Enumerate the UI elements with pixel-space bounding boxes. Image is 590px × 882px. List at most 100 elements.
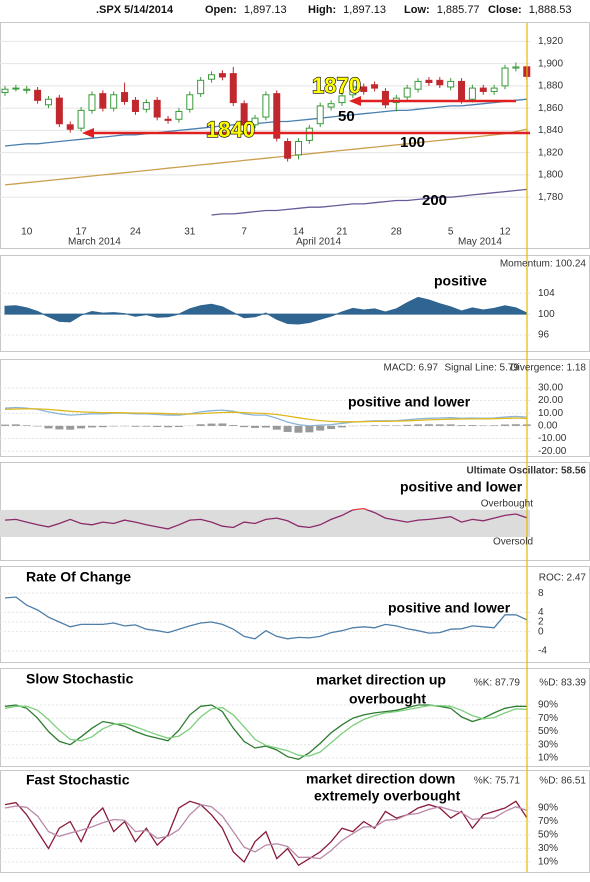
candle-body — [305, 127, 313, 141]
y-tick-label: 70% — [538, 713, 558, 724]
candle-body — [77, 109, 85, 129]
histogram-bar — [131, 425, 140, 427]
candle-body — [110, 94, 118, 109]
histogram-bar — [174, 425, 183, 428]
histogram-bar — [251, 425, 260, 428]
y-tick-label: 90% — [538, 803, 558, 814]
arrow-head — [349, 96, 361, 106]
candle-body — [175, 110, 183, 120]
annotation: market direction up — [316, 672, 446, 688]
candle-body — [316, 105, 324, 125]
candle-body — [479, 87, 487, 92]
candle-body — [142, 102, 150, 110]
candle-body — [66, 124, 74, 130]
candle-body — [55, 97, 63, 125]
candle-body — [44, 98, 52, 106]
ma-label: 50 — [338, 108, 355, 125]
histogram-bar — [305, 425, 314, 433]
y-tick-label: 50% — [538, 726, 558, 737]
macd-frame — [0, 359, 590, 457]
candle-body — [458, 80, 466, 101]
x-tick-label: 28 — [391, 227, 403, 238]
area — [4, 296, 528, 325]
line — [4, 128, 527, 186]
y-tick-label: 96 — [538, 330, 550, 341]
histogram-bar — [370, 425, 379, 426]
candle-body — [186, 94, 194, 110]
candle-body — [251, 117, 259, 126]
legend: %D: 86.51 — [539, 776, 586, 787]
histogram-bar — [66, 425, 75, 430]
level-label: 1870 — [312, 73, 361, 98]
line — [4, 800, 528, 867]
histogram-bar — [261, 425, 270, 428]
x-tick-label: 24 — [130, 227, 142, 238]
panel-title: Slow Stochastic — [26, 671, 134, 687]
annotation: extremely overbought — [314, 788, 461, 804]
histogram-bar — [207, 423, 216, 426]
line — [4, 803, 528, 860]
overbought-label: Overbought — [481, 499, 533, 510]
candle-body — [99, 93, 107, 109]
legend: Signal Line: 5.79 — [444, 363, 519, 374]
y-tick-label: 30% — [538, 739, 558, 750]
candle-body — [327, 103, 335, 108]
histogram-bar — [77, 425, 86, 429]
y-tick-label: 1,800 — [538, 170, 563, 181]
open-label: Open: — [205, 4, 237, 16]
y-tick-label: 10.00 — [538, 408, 563, 419]
legend: %D: 83.39 — [539, 678, 586, 689]
histogram-bar — [87, 425, 96, 428]
candle-body — [360, 86, 368, 92]
candle-body — [490, 87, 498, 92]
x-tick-label: 31 — [184, 227, 196, 238]
histogram-bar — [414, 424, 423, 426]
y-tick-label: -10.00 — [538, 433, 567, 444]
histogram-bar — [381, 425, 390, 426]
y-tick-label: 1,920 — [538, 36, 563, 47]
y-tick-label: 30.00 — [538, 383, 563, 394]
annotation: market direction down — [306, 771, 455, 787]
annotation: overbought — [349, 691, 426, 707]
candle-body — [131, 99, 139, 112]
arrow-head — [82, 128, 94, 138]
histogram-bar — [403, 424, 412, 426]
histogram-bar — [457, 425, 466, 426]
close-label: Close: — [488, 4, 522, 16]
header: .SPX 5/14/2014 Open: 1,897.13 High: 1,89… — [96, 4, 572, 16]
y-tick-label: 1,900 — [538, 58, 563, 69]
candle-body — [403, 87, 411, 98]
legend: Divergence: 1.18 — [510, 363, 586, 374]
y-tick-label: 8 — [538, 588, 544, 599]
histogram-bar — [501, 424, 510, 426]
histogram-bar — [435, 424, 444, 426]
candle-body — [208, 74, 216, 80]
candle-body — [349, 86, 357, 96]
y-tick-label: -20.00 — [538, 446, 567, 457]
y-tick-label: 0 — [538, 626, 544, 637]
histogram-bar — [229, 424, 238, 426]
y-tick-label: 50% — [538, 830, 558, 841]
histogram-bar — [316, 425, 325, 431]
month-label: March 2014 — [68, 237, 121, 248]
histogram-bar — [424, 424, 433, 426]
ma-label: 200 — [422, 192, 447, 209]
annotation: positive and lower — [348, 394, 471, 410]
legend: %K: 75.71 — [474, 776, 521, 787]
y-tick-label: 1,820 — [538, 147, 563, 158]
histogram-bar — [98, 425, 107, 428]
line — [4, 408, 527, 423]
y-tick-label: 30% — [538, 843, 558, 854]
histogram-bar — [511, 424, 520, 426]
legend: Momentum: 100.24 — [500, 259, 587, 270]
x-tick-label: 12 — [499, 227, 511, 238]
candle-body — [371, 84, 379, 89]
histogram-bar — [44, 425, 53, 429]
candle-body — [468, 87, 476, 100]
candle-body — [164, 118, 172, 121]
oscillator-band — [0, 509, 530, 538]
candle-body — [153, 99, 161, 118]
y-tick-label: 70% — [538, 816, 558, 827]
candle-body — [34, 89, 42, 101]
line — [4, 406, 527, 427]
